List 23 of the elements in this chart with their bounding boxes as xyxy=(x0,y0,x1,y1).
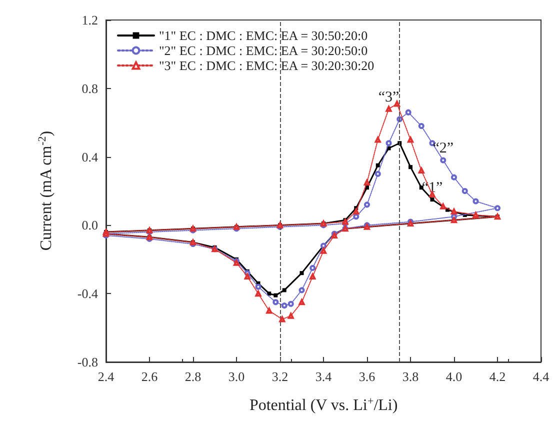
y-tick-label: 0.0 xyxy=(82,218,98,233)
y-tick-label: -0.8 xyxy=(77,354,98,370)
legend-label: "3" EC : DMC : EMC: EA = 30:20:30:20 xyxy=(159,58,374,73)
y-tick-label: -0.4 xyxy=(77,286,98,302)
x-tick-label: 3.8 xyxy=(402,369,419,384)
x-tick-label: 4.2 xyxy=(489,369,506,384)
legend-label: "1" EC : DMC : EMC: EA = 30:50:20:0 xyxy=(159,28,368,43)
y-tick-label: 0.8 xyxy=(82,80,98,96)
x-tick-label: 3.4 xyxy=(315,369,332,384)
annotation: “3” xyxy=(378,89,400,106)
x-tick-label: 3.2 xyxy=(272,369,288,384)
x-tick-label: 2.4 xyxy=(98,369,115,384)
y-tick-label: 0.4 xyxy=(82,149,98,164)
y-tick-label: 1.2 xyxy=(82,12,98,28)
x-tick-label: 2.8 xyxy=(184,369,202,384)
x-tick-label: 4.0 xyxy=(446,369,462,384)
legend-label: "2" EC : DMC : EMC: EA = 30:20:50:0 xyxy=(159,43,368,58)
x-tick-label: 2.6 xyxy=(141,369,158,384)
y-axis-title: Current (mA cm-2) xyxy=(36,130,55,251)
x-tick-label: 3.6 xyxy=(358,369,376,384)
x-axis-title: Potential (V vs. Li+/Li) xyxy=(249,396,398,414)
x-tick-label: 4.4 xyxy=(532,369,550,384)
x-tick-label: 3.0 xyxy=(228,369,245,384)
